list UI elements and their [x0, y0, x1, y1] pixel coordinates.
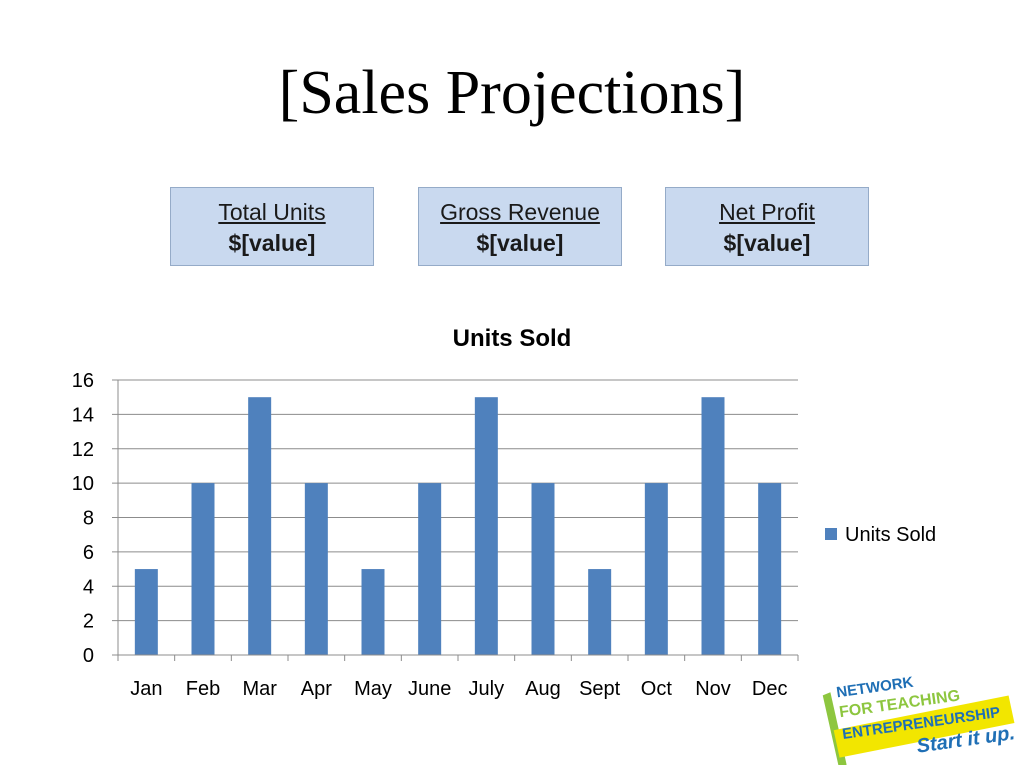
x-tick-label: Feb [186, 678, 220, 700]
bar-sept [588, 569, 612, 655]
net-profit-box: Net Profit $[value] [665, 187, 869, 266]
x-tick-label: May [354, 678, 392, 700]
x-tick-label: Jan [130, 678, 162, 700]
x-tick-label: July [469, 678, 505, 700]
x-tick-label: Apr [301, 678, 332, 700]
y-tick-label: 8 [83, 508, 94, 530]
bar-apr [304, 483, 328, 655]
y-tick-label: 10 [72, 473, 94, 495]
bar-may [361, 569, 385, 655]
bar-oct [644, 483, 668, 655]
legend-swatch [825, 528, 837, 540]
net-profit-label: Net Profit [719, 199, 815, 225]
gross-revenue-box: Gross Revenue $[value] [418, 187, 622, 266]
bar-feb [191, 483, 215, 655]
units-sold-chart: Units Sold 0 2 4 6 8 10 12 14 16 Jan Feb Mar Apr May J… [72, 325, 936, 700]
y-tick-label: 12 [72, 439, 94, 461]
y-tick-label: 6 [83, 542, 94, 564]
bar-mar [248, 397, 272, 655]
chart-title: Units Sold [453, 325, 572, 352]
bar-july [474, 397, 498, 655]
x-tick-label: Sept [579, 678, 621, 700]
bar-nov [701, 397, 725, 655]
gross-revenue-label: Gross Revenue [440, 199, 600, 225]
y-tick-label: 2 [83, 611, 94, 633]
total-units-value: $[value] [228, 230, 316, 256]
x-tick-label: Dec [752, 678, 788, 700]
net-profit-value: $[value] [723, 230, 811, 256]
y-tick-label: 0 [83, 645, 94, 667]
total-units-label: Total Units [218, 199, 326, 225]
y-tick-label: 4 [83, 576, 94, 598]
x-tick-label: Nov [695, 678, 731, 700]
y-tick-label: 14 [72, 404, 94, 426]
x-tick-label: Mar [242, 678, 277, 700]
total-units-box: Total Units $[value] [170, 187, 374, 266]
gross-revenue-value: $[value] [476, 230, 564, 256]
slide-title: [Sales Projections] [278, 59, 746, 127]
logo-yellow-band [833, 695, 1015, 758]
bar-jan [134, 569, 158, 655]
bar-aug [531, 483, 555, 655]
bar-dec [758, 483, 782, 655]
y-tick-label: 16 [72, 370, 94, 392]
network-for-teaching-entrepreneurship-logo: NETWORK FOR TEACHING ENTREPRENEURSHIP St… [822, 674, 1016, 765]
legend-label: Units Sold [845, 524, 936, 546]
bar-june [418, 483, 442, 655]
x-tick-label: Oct [641, 678, 673, 700]
x-tick-label: Aug [525, 678, 561, 700]
x-tick-label: June [408, 678, 451, 700]
